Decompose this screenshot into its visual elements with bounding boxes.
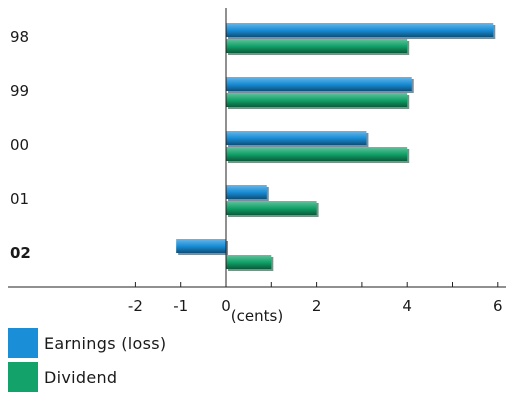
bar-99-dividend: [226, 93, 408, 107]
bar-98-earnings: [226, 23, 494, 37]
bar-02-earnings: [176, 239, 226, 253]
x-tick-label-4: 4: [402, 297, 412, 315]
x-tick-label--1: -1: [173, 297, 188, 315]
legend-swatch-earnings: [8, 328, 38, 358]
x-tick-label-2: 2: [312, 297, 322, 315]
category-label-99: 99: [10, 82, 29, 100]
legend-label-dividend: Dividend: [44, 367, 118, 387]
bar-00-dividend: [226, 147, 408, 161]
legend-item-earnings: Earnings (loss): [8, 328, 166, 358]
bar-99-earnings: [226, 77, 412, 91]
legend-label-earnings: Earnings (loss): [44, 333, 167, 353]
bar-98-dividend: [226, 39, 408, 53]
x-tick-label-6: 6: [493, 297, 503, 315]
x-tick-label-0: 0: [221, 297, 231, 315]
category-label-98: 98: [10, 28, 29, 46]
category-label-01: 01: [10, 190, 29, 208]
bar-01-earnings: [226, 185, 267, 199]
legend-item-dividend: Dividend: [8, 362, 166, 392]
bar-02-dividend: [226, 255, 272, 269]
bar-01-dividend: [226, 201, 317, 215]
bar-00-earnings: [226, 131, 367, 145]
x-axis-label: (cents): [231, 307, 283, 325]
legend: Earnings (loss) Dividend: [8, 328, 166, 396]
x-tick-label--2: -2: [128, 297, 143, 315]
category-label-00: 00: [10, 136, 29, 154]
category-label-02: 02: [10, 244, 31, 262]
legend-swatch-dividend: [8, 362, 38, 392]
